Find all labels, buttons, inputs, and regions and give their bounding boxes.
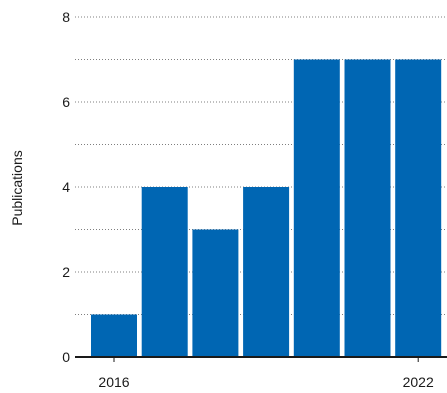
bar-2021 (344, 59, 391, 357)
y-tick-label: 2 (62, 264, 70, 280)
bar-2017 (141, 187, 188, 357)
y-tick-label: 0 (62, 349, 70, 365)
bar-series (91, 59, 442, 357)
bar-2020 (293, 59, 340, 357)
y-tick-label: 8 (62, 9, 70, 25)
y-axis-label: Publications (9, 150, 25, 226)
bar-2016 (91, 314, 137, 357)
x-tick-label: 2022 (403, 374, 434, 390)
bar-2018 (192, 229, 239, 357)
y-axis-ticks: 0 2 4 6 8 (62, 9, 70, 365)
bar-2022 (395, 59, 442, 357)
x-axis-ticks: 2016 2022 (98, 357, 434, 390)
x-tick-label: 2016 (98, 374, 129, 390)
bar-2019 (243, 187, 290, 357)
y-tick-label: 4 (62, 179, 70, 195)
y-tick-label: 6 (62, 94, 70, 110)
